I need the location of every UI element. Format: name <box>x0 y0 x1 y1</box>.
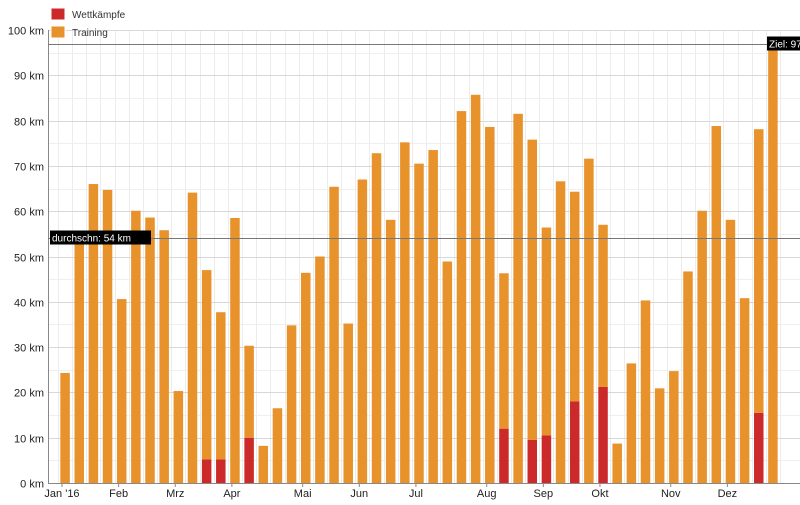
bar-training <box>669 371 679 483</box>
y-tick-label: 60 km <box>14 207 44 219</box>
bar-wettkaempfe <box>201 459 212 483</box>
bar-training <box>385 219 396 483</box>
bar-training <box>145 217 155 484</box>
bar-training <box>329 186 339 483</box>
bar-training <box>499 273 509 429</box>
x-tick-label: Sep <box>534 488 554 500</box>
bar-training <box>88 184 99 483</box>
y-tick-label: 0 km <box>20 479 44 491</box>
y-tick-label: 90 km <box>14 71 44 83</box>
bar-training <box>400 142 410 483</box>
x-tick-label: Feb <box>109 488 128 500</box>
bar-training <box>357 179 368 484</box>
legend-label: Wettkämpfe <box>72 10 126 21</box>
bar-training <box>711 126 722 483</box>
bar-training <box>456 111 467 483</box>
bar-training <box>371 153 382 483</box>
bar-training <box>60 372 70 483</box>
bar-training <box>173 391 184 483</box>
bar-training <box>754 129 764 413</box>
x-tick-label: Nov <box>661 488 681 500</box>
bar-training <box>102 189 113 483</box>
bar-training <box>442 261 453 483</box>
bar-training <box>626 363 637 483</box>
y-tick-label: 100 km <box>8 26 44 38</box>
bar-training <box>216 312 226 460</box>
bar-training <box>470 94 481 484</box>
bar-wettkaempfe <box>244 437 254 483</box>
bar-training <box>300 272 311 483</box>
legend-label: Training <box>72 28 108 39</box>
bar-wettkaempfe <box>569 401 580 483</box>
x-tick-label: Jan '16 <box>44 488 79 500</box>
bar-training <box>272 408 283 483</box>
bar-training <box>584 158 594 484</box>
bar-training <box>286 325 297 483</box>
bar-training <box>414 163 424 483</box>
bar-training <box>598 224 608 387</box>
x-tick-label: Dez <box>718 488 738 500</box>
x-tick-label: Okt <box>591 488 608 500</box>
bar-training <box>244 345 254 438</box>
bar-training <box>513 113 523 484</box>
bar-training <box>201 270 212 460</box>
bar-training <box>74 236 84 483</box>
y-tick-label: 20 km <box>14 388 44 400</box>
bar-training <box>739 298 750 483</box>
average-label: durchschn: 54 km <box>52 234 131 245</box>
bar-training <box>640 300 651 483</box>
bar-wettkaempfe <box>499 428 509 483</box>
bar-training <box>159 230 169 483</box>
bar-training <box>654 388 665 483</box>
bar-training <box>116 299 127 483</box>
bar-training <box>343 323 353 483</box>
y-tick-label: 70 km <box>14 162 44 174</box>
bar-training <box>768 46 778 484</box>
bar-training <box>258 445 269 483</box>
bar-wettkaempfe <box>541 435 552 483</box>
x-tick-label: Jul <box>409 488 423 500</box>
x-tick-label: Mrz <box>166 488 184 500</box>
bar-training <box>541 227 552 436</box>
bar-training <box>315 256 325 483</box>
x-tick-label: Aug <box>477 488 497 500</box>
legend-swatch <box>50 7 66 21</box>
bar-training <box>485 126 495 483</box>
bar-training <box>527 139 538 440</box>
bar-wettkaempfe <box>598 386 608 483</box>
bar-wettkaempfe <box>527 439 538 483</box>
reference-label-bg <box>767 36 800 51</box>
reference-label-bg <box>50 230 151 245</box>
y-tick-label: 50 km <box>14 253 44 265</box>
x-tick-label: Mai <box>294 488 312 500</box>
y-tick-label: 30 km <box>14 343 44 355</box>
y-tick-label: 40 km <box>14 298 44 310</box>
goal-label: Ziel: 97 <box>769 40 800 51</box>
bar-wettkaempfe <box>216 459 226 483</box>
legend-swatch <box>50 25 66 39</box>
y-tick-label: 10 km <box>14 434 44 446</box>
bar-training <box>725 219 736 483</box>
bar-training <box>612 443 622 483</box>
bar-training <box>131 210 141 483</box>
bar-training <box>428 150 438 484</box>
x-tick-label: Apr <box>223 488 240 500</box>
bar-training <box>683 271 693 483</box>
bar-wettkaempfe <box>754 412 764 483</box>
bar-training <box>697 210 707 483</box>
bar-training <box>230 217 240 483</box>
bar-training <box>187 192 198 483</box>
bar-training <box>555 181 566 483</box>
y-tick-label: 80 km <box>14 117 44 129</box>
x-tick-label: Jun <box>350 488 368 500</box>
bar-training <box>569 191 580 402</box>
